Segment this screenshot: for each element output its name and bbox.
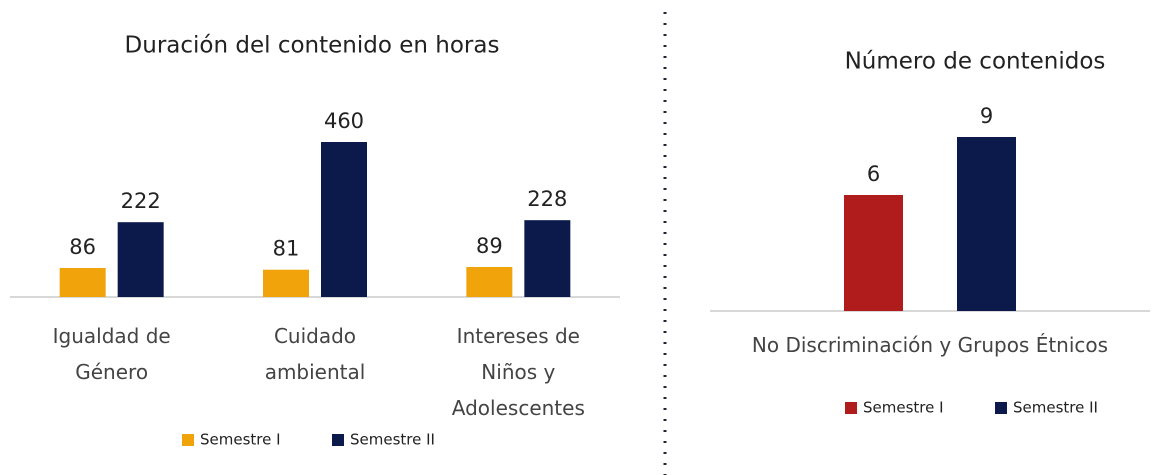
category-label: Cuidado ambiental xyxy=(264,324,366,384)
data-label: 86 xyxy=(69,235,96,259)
chart-title: Número de contenidos xyxy=(845,49,1106,75)
data-label: 81 xyxy=(273,237,300,261)
bar xyxy=(263,269,309,297)
legend-label: Semestre I xyxy=(200,431,281,449)
category-label: Igualdad de Género xyxy=(52,324,171,384)
chart-title: Duración del contenido en horas xyxy=(125,33,500,59)
legend-label: Semestre II xyxy=(1013,399,1098,417)
bar xyxy=(59,268,106,297)
legend-swatch xyxy=(845,402,857,414)
data-label: 460 xyxy=(324,109,364,133)
bar xyxy=(117,222,164,297)
bar xyxy=(321,142,367,297)
category-label: No Discriminación y Grupos Étnicos xyxy=(751,333,1109,357)
category-label: Intereses de Niños y Adolescentes xyxy=(451,324,585,420)
bar xyxy=(844,195,903,311)
data-label: 6 xyxy=(867,162,880,186)
legend-swatch xyxy=(995,402,1007,414)
data-label: 228 xyxy=(527,187,567,211)
legend-swatch xyxy=(182,434,194,446)
data-label: 89 xyxy=(476,234,503,258)
bar xyxy=(524,220,571,297)
bar xyxy=(466,267,513,297)
legend-label: Semestre II xyxy=(350,431,435,449)
data-label: 9 xyxy=(980,104,993,128)
data-label: 222 xyxy=(121,189,161,213)
legend-label: Semestre I xyxy=(863,399,944,417)
legend-swatch xyxy=(332,434,344,446)
bar xyxy=(957,137,1016,311)
